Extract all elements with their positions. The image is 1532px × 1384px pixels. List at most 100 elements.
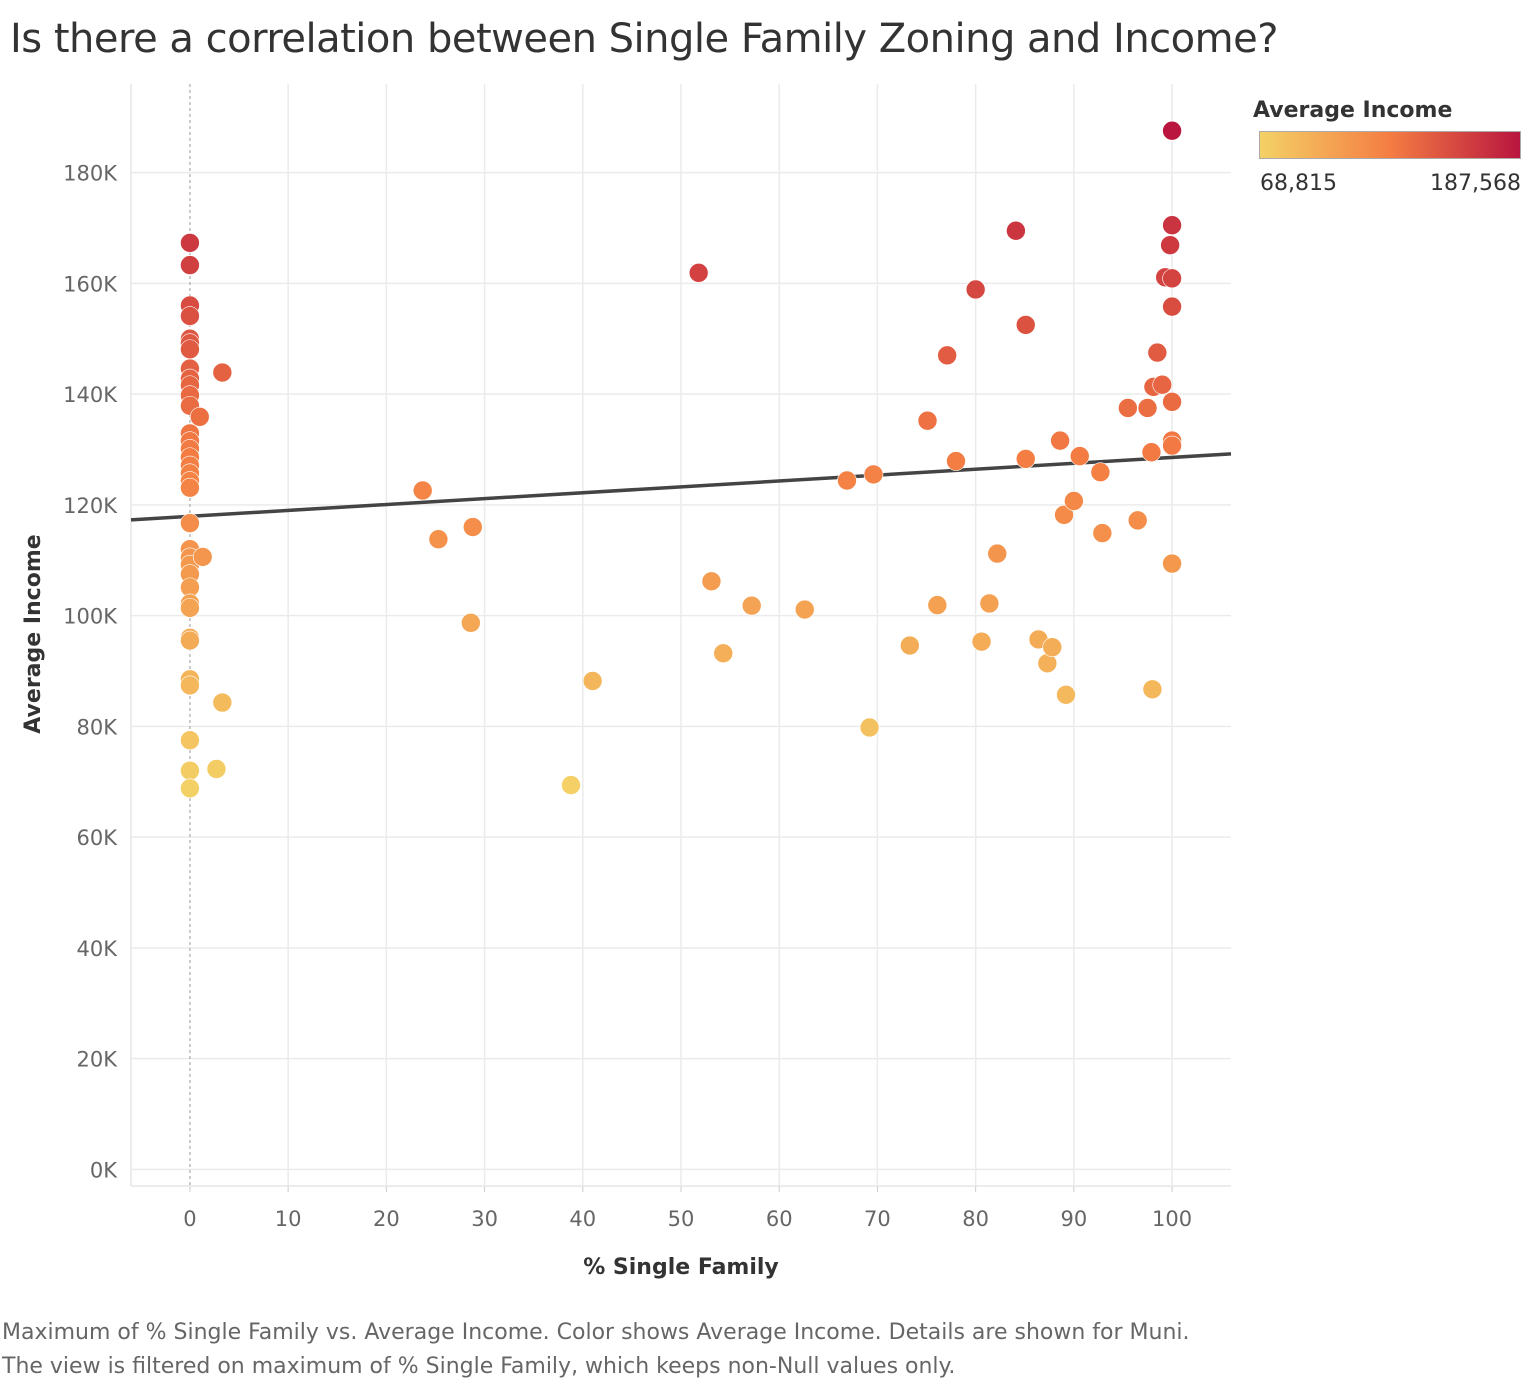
data-point[interactable] — [688, 263, 709, 283]
data-point[interactable] — [937, 345, 957, 366]
x-tick-label: 10 — [275, 1207, 302, 1231]
data-point[interactable] — [1162, 215, 1182, 236]
y-tick-label: 80K — [77, 715, 119, 739]
data-point[interactable] — [461, 613, 481, 633]
data-point[interactable] — [180, 630, 200, 651]
data-point[interactable] — [180, 233, 200, 253]
x-tick-label: 20 — [373, 1207, 400, 1231]
data-point[interactable] — [462, 517, 483, 537]
data-point[interactable] — [1015, 449, 1036, 469]
data-point[interactable] — [180, 255, 200, 275]
data-point[interactable] — [180, 675, 200, 696]
legend-title: Average Income — [1253, 98, 1453, 123]
data-point[interactable] — [859, 717, 880, 738]
data-point[interactable] — [1152, 374, 1173, 395]
data-point[interactable] — [192, 547, 213, 567]
data-point[interactable] — [1056, 685, 1076, 705]
y-tick-label: 60K — [77, 826, 119, 850]
x-tick-label: 60 — [766, 1207, 793, 1231]
y-tick-label: 160K — [63, 272, 118, 296]
data-point[interactable] — [1162, 120, 1182, 141]
data-point[interactable] — [946, 451, 966, 471]
data-points — [180, 120, 1182, 799]
data-point[interactable] — [189, 407, 210, 427]
data-point[interactable] — [1147, 342, 1168, 363]
data-point[interactable] — [180, 778, 200, 799]
data-point[interactable] — [180, 760, 200, 781]
data-point[interactable] — [1142, 679, 1163, 700]
y-tick-label: 120K — [63, 494, 118, 518]
data-point[interactable] — [979, 593, 1000, 614]
x-tick-label: 100 — [1152, 1207, 1192, 1231]
data-point[interactable] — [794, 599, 815, 620]
y-tick-label: 0K — [90, 1158, 118, 1182]
data-point[interactable] — [180, 598, 200, 618]
data-point[interactable] — [412, 480, 433, 501]
data-point[interactable] — [971, 631, 992, 652]
data-point[interactable] — [837, 470, 857, 491]
data-point[interactable] — [428, 529, 449, 549]
x-axis-title: % Single Family — [583, 1255, 779, 1280]
data-point[interactable] — [701, 571, 722, 592]
caption-line-1: Maximum of % Single Family vs. Average I… — [2, 1320, 1190, 1345]
data-point[interactable] — [1006, 220, 1026, 241]
legend-max-label: 187,568 — [1430, 171, 1521, 196]
data-point[interactable] — [965, 279, 986, 300]
x-tick-label: 30 — [471, 1207, 498, 1231]
data-point[interactable] — [741, 595, 762, 616]
data-point[interactable] — [206, 759, 227, 779]
axes: 0 10 20 30 40 50 60 70 80 90 100 0K 20K 40K 60K 80K 100K… — [63, 84, 1231, 1231]
y-tick-label: 20K — [77, 1048, 119, 1072]
data-point[interactable] — [1050, 430, 1070, 451]
trend-line-group — [130, 452, 1232, 522]
x-tick-label: 90 — [1060, 1207, 1087, 1231]
data-point[interactable] — [1069, 446, 1090, 466]
caption-line-2: The view is filtered on maximum of % Sin… — [2, 1354, 956, 1379]
data-point[interactable] — [1141, 442, 1162, 463]
data-point[interactable] — [1162, 435, 1182, 456]
x-tick-label: 0 — [183, 1207, 196, 1231]
data-point[interactable] — [1137, 398, 1158, 418]
color-gradient-legend — [1259, 131, 1521, 159]
data-point[interactable] — [900, 635, 920, 656]
data-point[interactable] — [1042, 637, 1063, 657]
data-point[interactable] — [212, 692, 233, 713]
data-point[interactable] — [1090, 462, 1111, 482]
chart-title: Is there a correlation between Single Fa… — [10, 16, 1278, 62]
data-point[interactable] — [1118, 398, 1138, 418]
data-point[interactable] — [180, 306, 200, 326]
data-point[interactable] — [180, 513, 200, 533]
x-tick-label: 40 — [569, 1207, 596, 1231]
data-point[interactable] — [1160, 235, 1180, 255]
x-tick-label: 80 — [962, 1207, 989, 1231]
x-tick-label: 50 — [668, 1207, 695, 1231]
data-point[interactable] — [927, 595, 948, 615]
data-point[interactable] — [1127, 510, 1148, 531]
data-point[interactable] — [1162, 553, 1182, 574]
data-point[interactable] — [180, 477, 200, 498]
data-point[interactable] — [582, 671, 603, 691]
y-axis-title: Average Income — [21, 534, 46, 733]
data-point[interactable] — [1162, 392, 1182, 412]
chart-caption: Maximum of % Single Family vs. Average I… — [2, 1316, 1190, 1384]
grid — [131, 84, 1231, 1186]
data-point[interactable] — [1162, 268, 1182, 289]
data-point[interactable] — [561, 775, 581, 795]
data-point[interactable] — [1015, 315, 1036, 335]
x-tick-label: 70 — [864, 1207, 891, 1231]
data-point[interactable] — [863, 464, 884, 485]
data-point[interactable] — [987, 543, 1008, 564]
data-point[interactable] — [212, 362, 233, 383]
data-point[interactable] — [1054, 505, 1074, 525]
data-point[interactable] — [180, 339, 200, 360]
data-point[interactable] — [1064, 491, 1084, 511]
data-point[interactable] — [1092, 523, 1113, 543]
trend-line — [130, 452, 1232, 522]
data-point[interactable] — [1162, 296, 1182, 317]
legend-min-label: 68,815 — [1260, 171, 1337, 196]
data-point[interactable] — [713, 643, 734, 664]
y-tick-label: 180K — [63, 162, 118, 186]
scatter-plot: 0 10 20 30 40 50 60 70 80 90 100 0K 20K 40K 60K 80K 100K… — [21, 84, 1232, 1280]
data-point[interactable] — [917, 410, 938, 431]
data-point[interactable] — [180, 730, 200, 751]
